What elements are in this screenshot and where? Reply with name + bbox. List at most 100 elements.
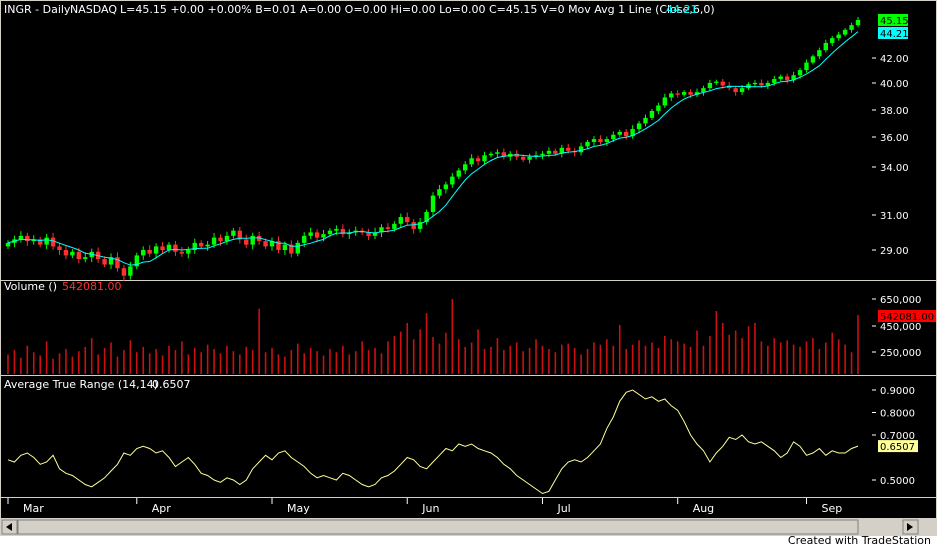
candle-body — [649, 110, 655, 118]
candle-body — [598, 139, 603, 143]
candle-body — [372, 232, 378, 236]
candle-body — [76, 251, 82, 260]
scroll-left-arrow-icon — [6, 523, 12, 531]
candle-body — [578, 146, 584, 153]
candle-body — [411, 222, 416, 229]
month-label: Jun — [421, 502, 439, 515]
candle-body — [520, 156, 526, 160]
candle-body — [5, 242, 11, 247]
candle-body — [694, 92, 700, 95]
atr-line — [7, 389, 859, 495]
candle-body — [791, 75, 796, 81]
candle-body — [662, 97, 668, 106]
volume-tick-label: 450,000 — [880, 322, 921, 333]
month-label: Sep — [821, 502, 842, 515]
candle-body — [211, 237, 217, 245]
candle-body — [707, 82, 713, 89]
candle-body — [495, 152, 500, 154]
candle-body — [488, 153, 494, 156]
candle-body — [192, 242, 197, 250]
candle-body — [141, 250, 146, 256]
candle-body — [102, 259, 107, 265]
candle-body — [430, 195, 436, 213]
candle-body — [450, 176, 455, 185]
atr-tick-label: 0.5000 — [880, 476, 915, 487]
candle-body — [817, 50, 822, 57]
candle-body — [128, 266, 133, 276]
candle-body — [37, 239, 43, 245]
volume-pane-title: Volume () — [4, 280, 57, 293]
candle-body — [50, 237, 56, 247]
candle-body — [656, 105, 661, 111]
candle-body — [623, 131, 629, 137]
candle-body — [527, 156, 532, 160]
month-label: Mar — [23, 502, 44, 515]
candle-body — [250, 235, 255, 245]
ma-value-label: 44.21 — [666, 3, 698, 16]
atr-pane-title: Average True Range (14,14) — [4, 378, 158, 391]
candle-body — [739, 88, 745, 93]
candle-body — [83, 257, 88, 260]
month-label: Apr — [152, 502, 172, 515]
candle-body — [405, 217, 410, 223]
month-label: Jul — [556, 502, 570, 515]
horizontal-scrollbar[interactable] — [1, 519, 936, 535]
candle-body — [314, 232, 320, 238]
candle-body — [810, 56, 816, 63]
candle-body — [759, 82, 764, 86]
price-tick-label: 34.00 — [880, 163, 909, 174]
volume-pane-value: 542081.00 — [62, 280, 122, 293]
price-tick-label: 31.00 — [880, 211, 909, 222]
candle-body — [733, 88, 738, 93]
candle-body — [669, 93, 674, 98]
candle-body — [224, 235, 230, 242]
atr-last-label: 0.6507 — [880, 442, 915, 453]
candle-body — [630, 129, 635, 137]
last-price-label-bg — [878, 14, 908, 26]
candle-body — [462, 164, 468, 171]
candle-body — [617, 131, 622, 135]
candle-body — [546, 150, 552, 154]
candle-body — [443, 184, 449, 190]
candle-body — [63, 250, 69, 256]
candle-body — [231, 230, 236, 236]
candle-body — [244, 239, 249, 245]
candle-body — [205, 244, 210, 247]
time-axis — [1, 498, 936, 518]
last-price-label: 45.15 — [880, 16, 909, 27]
candle-body — [263, 241, 268, 247]
candle-body — [784, 76, 790, 81]
candle-body — [482, 155, 487, 162]
price-marks: 45.15 44.21 42.00 40.00 38.00 36.00 34.00 31.00… — [5, 14, 909, 281]
candle-body — [714, 81, 719, 83]
candle-body — [643, 117, 648, 124]
scroll-thumb[interactable] — [17, 519, 859, 535]
candle-body — [153, 246, 159, 254]
candle-body — [540, 153, 545, 156]
candle-body — [849, 25, 854, 30]
candle-body — [772, 79, 777, 83]
candle-body — [720, 81, 725, 86]
candle-body — [553, 150, 558, 154]
chart-stats: L=45.15 +0.00 +0.00% B=0.01 A=0.00 O=0.0… — [120, 3, 715, 16]
candle-body — [44, 237, 49, 245]
candle-body — [797, 70, 803, 76]
candle-body — [18, 235, 24, 240]
candle-body — [456, 170, 461, 177]
candle-body — [173, 244, 178, 252]
candle-body — [823, 42, 829, 51]
price-tick-label: 38.00 — [880, 106, 909, 117]
candle-body — [701, 88, 706, 93]
atr-pane-value: 0.6507 — [152, 378, 191, 391]
axis-marks: Mar Apr May Jun Jul Aug Sep — [7, 498, 842, 515]
candle-body — [31, 239, 36, 242]
candle-body — [778, 76, 783, 80]
candle-body — [475, 158, 481, 162]
price-tick-label: 36.00 — [880, 133, 909, 144]
month-label: Aug — [693, 502, 714, 515]
volume-marks: 650,000 450,000 250,000 542081.00 — [7, 295, 936, 374]
volume-pane — [1, 281, 936, 375]
volume-last-label-bg — [878, 310, 936, 322]
candle-body — [295, 242, 300, 254]
